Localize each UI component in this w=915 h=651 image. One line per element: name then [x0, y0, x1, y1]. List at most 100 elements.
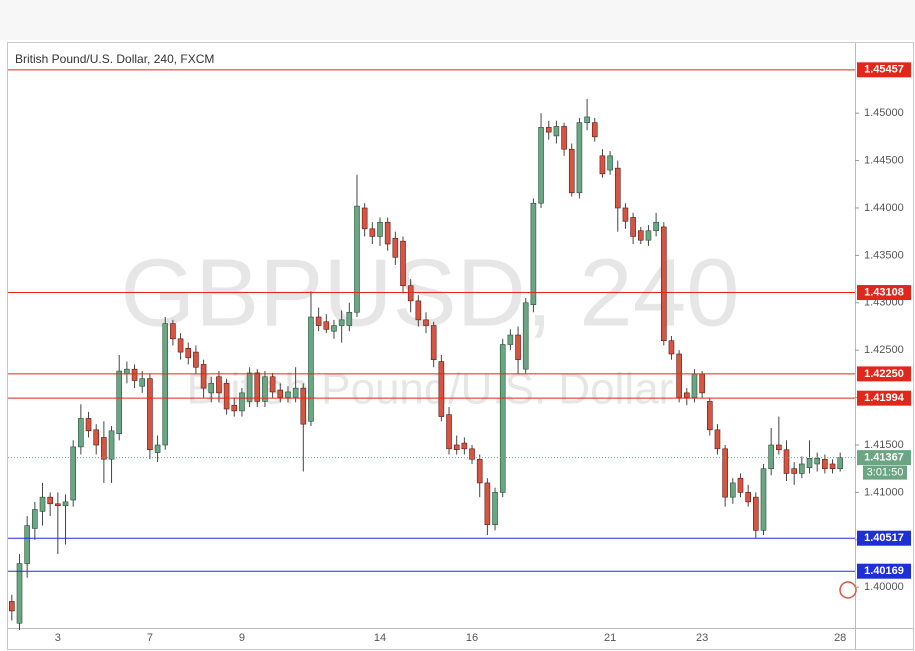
candle-body — [400, 240, 406, 287]
candle-body — [714, 429, 721, 450]
candle-body — [154, 444, 161, 453]
candle-body — [822, 458, 828, 470]
candle-body — [231, 404, 238, 412]
candle-body — [599, 155, 606, 175]
watermark-subtitle: British Pound/U.S. Dollar — [187, 365, 674, 414]
level-label-box — [857, 530, 911, 546]
candle-body — [776, 444, 782, 451]
candle-body — [170, 323, 176, 340]
x-tick-label: 9 — [239, 632, 245, 644]
candle-body — [614, 167, 621, 209]
y-tick-label: 1.40000 — [864, 581, 904, 593]
candle-body — [246, 372, 253, 402]
candle-body — [645, 230, 652, 241]
candle-body — [361, 207, 368, 230]
candle-body — [423, 319, 429, 326]
candle-body — [837, 457, 843, 470]
candle-body — [162, 323, 169, 446]
candle-body — [147, 378, 153, 451]
candle-body — [683, 392, 690, 398]
candle-body — [469, 448, 475, 460]
candle-body — [484, 482, 491, 525]
candle-body — [262, 376, 268, 402]
candle-body — [315, 316, 322, 326]
candle-body — [116, 370, 123, 434]
candle-body — [55, 503, 61, 506]
candle-body — [446, 414, 452, 450]
candle-body — [607, 155, 613, 171]
candle-body — [354, 205, 360, 313]
level-label: 1.41994 — [864, 392, 905, 404]
candle-body — [799, 463, 805, 474]
candle-body — [699, 373, 705, 394]
candle-body — [637, 230, 644, 241]
candle-body — [300, 387, 307, 425]
y-tick-label: 1.43500 — [864, 249, 904, 261]
candle-body — [737, 477, 744, 493]
candle-body — [515, 334, 521, 360]
candle-body — [108, 430, 115, 460]
candle-body — [591, 122, 598, 138]
candle-body — [722, 448, 728, 498]
candle-body — [139, 378, 146, 387]
candle-body — [668, 340, 675, 355]
candle-body — [829, 463, 836, 470]
candle-body — [806, 457, 813, 469]
candle-body — [622, 207, 629, 222]
y-tick-label: 1.42500 — [864, 344, 904, 356]
candle-body — [453, 444, 460, 451]
candle-body — [461, 442, 468, 450]
candle-body — [16, 563, 23, 624]
level-label-box — [857, 62, 911, 78]
candle-body — [346, 311, 353, 326]
candle-body — [814, 457, 820, 465]
candle-body — [530, 202, 537, 305]
top-bar — [0, 0, 915, 40]
candle-body — [576, 122, 583, 194]
candle-body — [791, 468, 797, 474]
candle-body — [476, 458, 483, 484]
candle-body — [561, 126, 567, 150]
candle-body — [630, 217, 636, 237]
y-tick-label: 1.41500 — [864, 439, 904, 451]
candle-body — [9, 601, 15, 612]
candle-body — [124, 368, 130, 375]
candle-body — [691, 373, 698, 398]
candle-body — [522, 302, 529, 370]
level-label-box — [857, 563, 911, 579]
candle-body — [538, 127, 544, 204]
candle-body — [93, 429, 100, 446]
alert-icon[interactable] — [839, 581, 857, 599]
candle-body — [292, 387, 299, 398]
candle-body — [47, 496, 53, 505]
candle-body — [78, 418, 84, 448]
candle-body — [545, 127, 552, 133]
candle-body — [584, 116, 590, 123]
candle-body — [377, 221, 383, 237]
candle-body — [131, 368, 138, 381]
candle-body — [277, 389, 284, 398]
candle-body — [553, 126, 560, 137]
x-tick-label: 3 — [55, 632, 61, 644]
x-tick-label: 21 — [604, 632, 616, 644]
candle-body — [269, 376, 276, 393]
countdown-box — [863, 465, 907, 480]
candle-body — [430, 325, 437, 360]
x-tick-label: 23 — [696, 632, 708, 644]
candle-body — [62, 501, 69, 506]
candle-body — [660, 226, 667, 342]
candle-body — [32, 509, 38, 529]
candle-body — [193, 351, 199, 368]
candle-body — [783, 449, 790, 474]
current-price-label: 1.41367 — [864, 452, 904, 464]
level-label-box — [857, 366, 911, 382]
x-tick-label: 28 — [834, 632, 846, 644]
level-label: 1.42250 — [864, 368, 904, 380]
x-tick-label: 14 — [374, 632, 386, 644]
y-tick-label: 1.41000 — [864, 486, 904, 498]
candle-body — [239, 392, 245, 412]
candle-body — [85, 418, 92, 432]
candle-body — [568, 148, 575, 194]
